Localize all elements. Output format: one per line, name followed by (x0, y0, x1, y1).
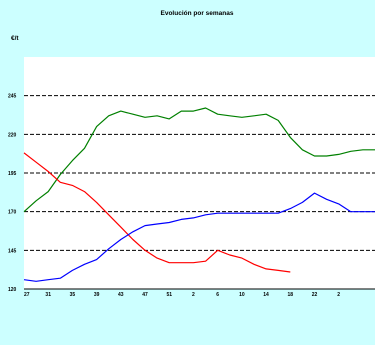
x-tick-label: 2 (192, 292, 195, 298)
y-tick-label: 170 (8, 210, 17, 216)
x-tick-label: 47 (142, 292, 148, 298)
series-lines (23, 107, 375, 282)
series-line-1 (23, 107, 375, 213)
x-tick-label: 51 (166, 292, 172, 298)
y-tick-label: 120 (8, 287, 17, 293)
y-tick-label: 245 (8, 94, 17, 100)
x-tick-label: 35 (70, 292, 76, 298)
series-line-2 (23, 152, 291, 273)
y-axis-label: €/t (11, 35, 19, 42)
x-tick-label: 43 (118, 292, 124, 298)
x-tick-label: 18 (287, 292, 293, 298)
y-tick-label: 195 (8, 171, 17, 177)
y-tick-labels: 120 145 170 195 220 245 (8, 94, 17, 293)
gridlines (24, 95, 375, 290)
x-tick-label: 27 (24, 292, 30, 298)
y-tick-label: 145 (8, 248, 17, 254)
x-tick-label: 14 (263, 292, 269, 298)
chart-title: Evolución por semanas (161, 10, 234, 17)
x-tick-label: 6 (216, 292, 219, 298)
series-line-3 (23, 192, 375, 282)
x-tick-labels: 27 31 35 39 43 47 51 2 6 10 14 18 22 2 (24, 292, 340, 298)
x-tick-label: 22 (312, 292, 318, 298)
x-tick-label: 31 (45, 292, 51, 298)
y-tick-label: 220 (8, 132, 17, 138)
x-tick-label: 10 (239, 292, 245, 298)
x-tick-label: 2 (337, 292, 340, 298)
x-tick-label: 39 (94, 292, 100, 298)
